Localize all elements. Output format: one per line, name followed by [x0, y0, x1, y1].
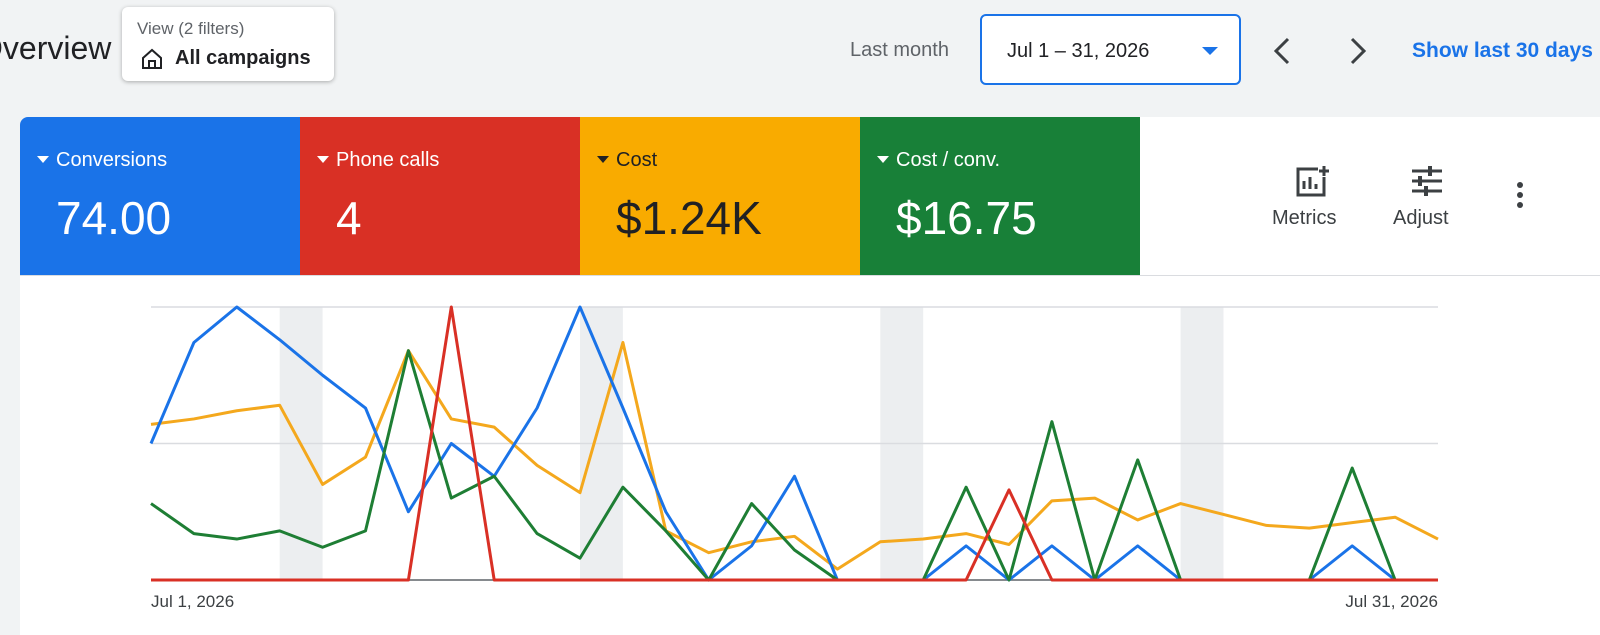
scorecard-label: Cost / conv. — [896, 149, 1001, 171]
caret — [877, 156, 889, 163]
scorecard[interactable]: Conversions 74.00 — [20, 117, 300, 275]
scorecard-label: Cost — [616, 149, 658, 171]
caret — [37, 156, 49, 163]
metrics-icon — [1296, 165, 1330, 197]
scorecard[interactable]: Cost $1.24K — [580, 117, 860, 275]
adjust-icon — [1412, 166, 1442, 196]
scorecard-value: 74.00 — [56, 192, 172, 244]
date-picker[interactable]: Jul 1 – 31, 2026 — [980, 14, 1241, 85]
scorecard-value: $1.24K — [616, 192, 762, 244]
metrics-button[interactable]: Metrics — [1272, 207, 1337, 229]
filter-value: All campaigns — [175, 47, 311, 69]
filter-button[interactable]: View (2 filters) All campaigns — [122, 7, 334, 81]
dropdown-arrow — [1202, 47, 1218, 55]
scorecard-label: Conversions — [56, 149, 168, 171]
filter-caption: View (2 filters) — [137, 19, 245, 38]
scorecard-value: $16.75 — [896, 192, 1037, 244]
scorecard[interactable]: Cost / conv. $16.75 — [860, 117, 1140, 275]
date-range: Jul 1 – 31, 2026 — [1007, 40, 1150, 62]
show-last-link[interactable]: Show last 30 days — [1412, 39, 1593, 62]
range-label: Last month — [850, 39, 949, 61]
scorecard-label: Phone calls — [336, 149, 440, 171]
page-title: Overview — [0, 30, 112, 66]
scorecard-value: 4 — [336, 192, 362, 244]
more-menu[interactable] — [1514, 181, 1526, 211]
caret — [317, 156, 329, 163]
series-line — [150, 349, 1438, 582]
series-line — [151, 305, 1438, 582]
x-tick-label: Jul 1, 2026 — [151, 592, 234, 611]
x-tick-label: Jul 31, 2026 — [1345, 592, 1438, 611]
nav-arrows[interactable] — [1268, 36, 1388, 66]
adjust-button[interactable]: Adjust — [1393, 207, 1449, 229]
series-line — [150, 340, 1439, 571]
caret — [597, 156, 609, 163]
divider — [20, 275, 1600, 276]
home-icon — [142, 48, 162, 69]
scorecard[interactable]: Phone calls 4 — [300, 117, 580, 275]
